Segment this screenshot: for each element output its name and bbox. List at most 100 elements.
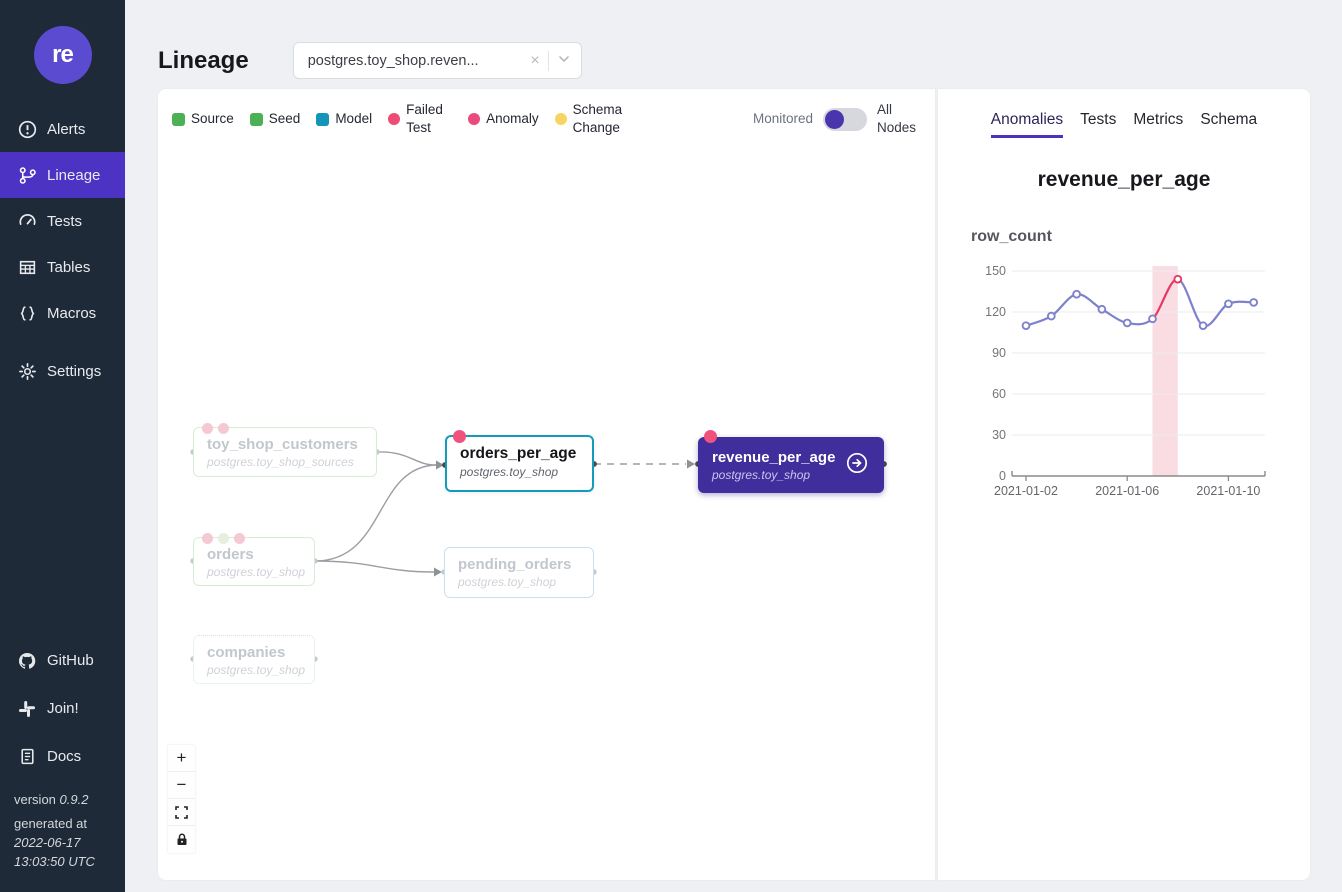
- node-name: orders: [207, 546, 254, 563]
- sidebar-item-alerts[interactable]: Alerts: [0, 106, 125, 152]
- fit-view-button[interactable]: [168, 799, 195, 826]
- node-name: pending_orders: [458, 556, 572, 573]
- sidebar-item-label: Lineage: [47, 166, 101, 184]
- failed-test-dot: [202, 423, 213, 434]
- data-point: [1198, 321, 1208, 331]
- legend-anomaly: Anomaly: [468, 110, 539, 128]
- flow-controls: + −: [168, 745, 195, 853]
- open-node-arrow-icon[interactable]: [845, 451, 869, 480]
- tab-schema[interactable]: Schema: [1200, 111, 1258, 128]
- data-point: [1046, 311, 1056, 321]
- lock-button[interactable]: [168, 826, 195, 853]
- line-segment: [1177, 278, 1204, 327]
- sidebar-footer-nav: GitHub Join! Docs: [0, 637, 125, 781]
- monitored-all-nodes-toggle[interactable]: [823, 107, 867, 131]
- zoom-out-button[interactable]: −: [168, 772, 195, 799]
- selected-model-title: revenue_per_age: [1037, 168, 1211, 191]
- legend-failed-test: Failed Test: [388, 101, 452, 137]
- slack-icon: [17, 699, 37, 719]
- sidebar-item-join[interactable]: Join!: [0, 685, 125, 733]
- sidebar-item-label: Join!: [47, 700, 79, 718]
- details-tabs: Anomalies Tests Metrics Schema: [938, 89, 1310, 138]
- data-point: [1097, 304, 1107, 314]
- sidebar: re Alerts Lineage Tests Tables: [0, 0, 125, 892]
- tab-anomalies[interactable]: Anomalies: [990, 111, 1064, 138]
- chevron-down-icon[interactable]: [557, 52, 571, 70]
- sidebar-item-tests[interactable]: Tests: [0, 198, 125, 244]
- sidebar-item-label: Alerts: [47, 120, 86, 138]
- y-tick-label: 120: [985, 305, 1006, 319]
- node-schema: postgres.toy_shop: [207, 663, 306, 677]
- node-name: companies: [207, 644, 286, 661]
- source-color-swatch: [172, 112, 185, 126]
- schema-change-color-swatch: [554, 113, 567, 126]
- model-filter-select[interactable]: postgres.toy_shop.reven... ×: [292, 42, 582, 79]
- lineage-canvas[interactable]: Source Seed Model Failed Test Anomaly: [158, 89, 935, 880]
- zoom-in-button[interactable]: +: [168, 745, 195, 772]
- x-tick-label: 2021-01-06: [1095, 484, 1159, 498]
- sidebar-item-docs[interactable]: Docs: [0, 733, 125, 781]
- line-segment: [1050, 293, 1077, 318]
- details-panel: Anomalies Tests Metrics Schema revenue_p…: [938, 89, 1310, 880]
- legend-seed: Seed: [249, 110, 300, 128]
- toggle-knob: [825, 109, 844, 129]
- clear-filter-icon[interactable]: ×: [530, 51, 540, 69]
- data-point: [1122, 318, 1132, 328]
- data-point: [1249, 298, 1259, 307]
- sidebar-item-label: Docs: [47, 748, 82, 766]
- sidebar-item-macros[interactable]: Macros: [0, 290, 125, 336]
- tab-metrics[interactable]: Metrics: [1133, 111, 1184, 128]
- edge-toy-shop-customers-to-orders-per-age: [376, 451, 437, 466]
- node-schema: postgres.toy_shop: [458, 575, 557, 589]
- line-segment: [1076, 293, 1103, 311]
- graph-node-companies[interactable]: companies postgres.toy_shop: [193, 635, 315, 684]
- node-schema: postgres.toy_shop_sources: [207, 455, 354, 469]
- sidebar-item-label: Macros: [47, 304, 97, 322]
- sidebar-item-tables[interactable]: Tables: [0, 244, 125, 290]
- anomaly-dot: [234, 533, 245, 544]
- curly-braces-icon: [17, 303, 37, 323]
- row-count-chart: 0 30 60 90 120 150 2021-01-02 2021-01-06 2021-01…: [960, 261, 1290, 514]
- gear-icon: [17, 361, 37, 381]
- data-point: [1021, 321, 1031, 331]
- alert-icon: [17, 119, 37, 139]
- sidebar-item-github[interactable]: GitHub: [0, 637, 125, 685]
- sidebar-item-settings[interactable]: Settings: [0, 348, 125, 394]
- page-title: Lineage: [158, 46, 249, 74]
- y-tick-label: 0: [999, 469, 1006, 483]
- line-segment: [1202, 302, 1230, 328]
- node-schema: postgres.toy_shop: [460, 465, 559, 479]
- y-tick-label: 30: [992, 428, 1006, 442]
- anomaly-band: [1152, 266, 1178, 476]
- sidebar-item-lineage[interactable]: Lineage: [0, 152, 125, 198]
- node-schema: postgres.toy_shop: [207, 565, 306, 579]
- sidebar-item-label: Tables: [47, 258, 91, 276]
- failed-test-color-swatch: [388, 113, 401, 126]
- re-data-logo[interactable]: re: [33, 26, 92, 84]
- legend-source: Source: [172, 110, 234, 128]
- anomaly-color-swatch: [468, 113, 481, 126]
- legend-schema-change: Schema Change: [554, 101, 629, 137]
- metric-name-label: row_count: [971, 228, 1052, 245]
- tab-tests[interactable]: Tests: [1080, 111, 1117, 128]
- node-name: orders_per_age: [460, 445, 577, 462]
- arrowhead: [687, 459, 695, 469]
- y-tick-label: 150: [985, 264, 1006, 278]
- sidebar-nav: Alerts Lineage Tests Tables Macros: [0, 106, 125, 394]
- edge-orders-to-pending-orders: [314, 560, 435, 573]
- graph-node-pending-orders[interactable]: pending_orders postgres.toy_shop: [444, 547, 594, 598]
- gauge-icon: [17, 211, 37, 231]
- legend-bar: Source Seed Model Failed Test Anomaly: [172, 101, 925, 137]
- graph-node-orders-per-age[interactable]: orders_per_age postgres.toy_shop: [445, 430, 594, 492]
- node-schema: postgres.toy_shop: [712, 467, 811, 482]
- failed-test-dot: [202, 533, 213, 544]
- anomaly-dot: [704, 430, 717, 443]
- version-info: version 0.9.2 generated at 2022-06-17 13…: [14, 791, 95, 870]
- fit-view-icon: [175, 805, 188, 819]
- graph-node-revenue-per-age[interactable]: revenue_per_age postgres.toy_shop: [698, 430, 884, 493]
- anomaly-dot: [218, 423, 229, 434]
- graph-node-toy-shop-customers[interactable]: toy_shop_customers postgres.toy_shop_sou…: [193, 423, 377, 477]
- graph-node-orders[interactable]: orders postgres.toy_shop: [193, 533, 315, 586]
- anomaly-data-point: [1173, 274, 1183, 284]
- seed-color-swatch: [249, 112, 263, 126]
